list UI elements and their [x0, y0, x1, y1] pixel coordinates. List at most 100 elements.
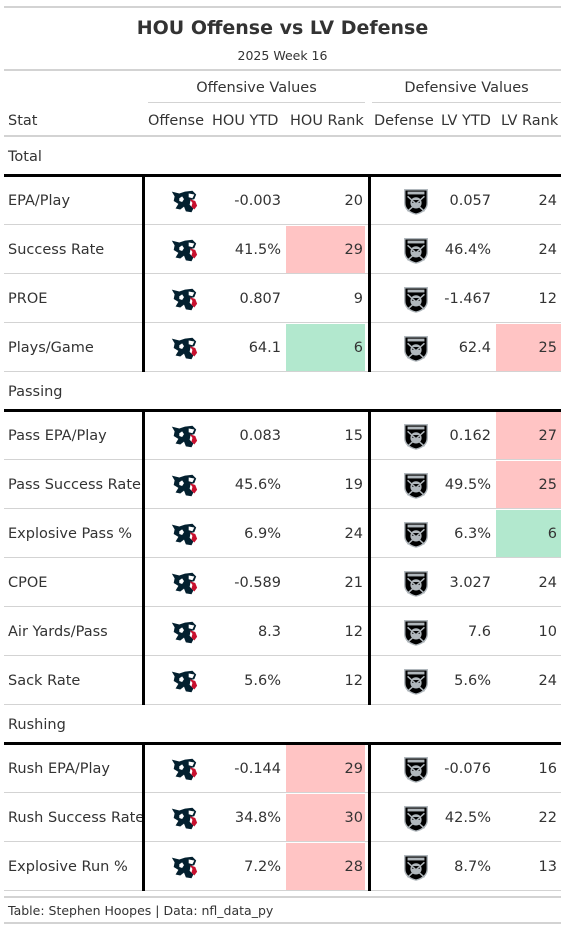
lv-rank-cell: 25	[538, 477, 557, 493]
texans-logo-icon	[169, 617, 199, 647]
hou-ytd-cell: 45.6%	[234, 477, 281, 493]
lv-ytd-cell: 7.6	[467, 624, 491, 640]
offense-spanner-label: Offensive Values	[196, 80, 317, 96]
hou-ytd-cell: 8.3	[257, 624, 281, 640]
row-divider	[4, 606, 561, 607]
col-header-lv-rank: LV Rank	[501, 113, 559, 129]
stat-name-cell: Pass EPA/Play	[8, 428, 107, 444]
raiders-logo-icon	[401, 803, 431, 833]
texans-logo-icon	[169, 568, 199, 598]
hou-rank-cell: 24	[344, 526, 363, 542]
hou-ytd-cell: 5.6%	[244, 673, 281, 689]
hou-rank-cell: 6	[353, 340, 363, 356]
hou-rank-cell: 29	[344, 761, 363, 777]
stat-name-cell: Pass Success Rate	[8, 477, 141, 493]
raiders-logo-icon	[401, 666, 431, 696]
hou-ytd-cell: 64.1	[248, 340, 281, 356]
hou-rank-cell: 12	[344, 673, 363, 689]
lv-rank-cell: 13	[538, 859, 557, 875]
lv-rank-highlight	[496, 461, 561, 509]
stat-name-cell: Success Rate	[8, 242, 105, 258]
stat-name-cell: Plays/Game	[8, 340, 94, 356]
hou-rank-highlight	[286, 745, 365, 793]
lv-rank-cell: 10	[538, 624, 557, 640]
defense-column-divider	[368, 176, 371, 372]
column-header-rule	[4, 135, 561, 137]
raiders-logo-icon	[401, 235, 431, 265]
hou-rank-cell: 28	[344, 859, 363, 875]
stat-name-cell: Rush EPA/Play	[8, 761, 110, 777]
hou-ytd-cell: 0.083	[239, 428, 281, 444]
lv-ytd-cell: 42.5%	[444, 810, 491, 826]
row-group-label: Rushing	[8, 717, 66, 733]
hou-rank-cell: 20	[344, 193, 363, 209]
texans-logo-icon	[169, 284, 199, 314]
hou-rank-highlight	[286, 794, 365, 842]
row-divider	[4, 273, 561, 274]
hou-rank-cell: 30	[344, 810, 363, 826]
lv-rank-cell: 12	[538, 291, 557, 307]
texans-logo-icon	[169, 754, 199, 784]
lv-ytd-cell: 49.5%	[444, 477, 491, 493]
row-divider	[4, 841, 561, 842]
row-divider	[4, 792, 561, 793]
hou-ytd-cell: -0.589	[234, 575, 281, 591]
hou-ytd-cell: 34.8%	[234, 810, 281, 826]
stat-name-cell: Explosive Pass %	[8, 526, 133, 542]
lv-rank-cell: 22	[538, 810, 557, 826]
offense-column-divider	[142, 744, 145, 891]
hou-rank-cell: 19	[344, 477, 363, 493]
table-title: HOU Offense vs LV Defense	[136, 17, 429, 39]
source-note: Table: Stephen Hoopes | Data: nfl_data_p…	[8, 903, 274, 918]
row-divider	[4, 371, 561, 372]
lv-rank-cell: 25	[538, 340, 557, 356]
raiders-logo-icon	[401, 421, 431, 451]
group-divider-rule	[4, 742, 561, 745]
hou-rank-cell: 12	[344, 624, 363, 640]
stat-name-cell: Explosive Run %	[8, 859, 128, 875]
hou-ytd-cell: 41.5%	[234, 242, 281, 258]
raiders-logo-icon	[401, 333, 431, 363]
stat-name-cell: Sack Rate	[8, 673, 81, 689]
raiders-logo-icon	[401, 617, 431, 647]
header-rule	[4, 69, 561, 71]
lv-ytd-cell: -1.467	[444, 291, 491, 307]
row-divider	[4, 322, 561, 323]
col-header-offense: Offense	[148, 113, 204, 129]
defense-column-divider	[368, 744, 371, 891]
row-divider	[4, 508, 561, 509]
top-rule	[4, 6, 561, 8]
raiders-logo-icon	[401, 852, 431, 882]
row-divider	[4, 655, 561, 656]
row-group-label: Passing	[8, 384, 63, 400]
lv-rank-cell: 27	[538, 428, 557, 444]
hou-rank-highlight	[286, 226, 365, 274]
hou-rank-highlight	[286, 324, 365, 372]
texans-logo-icon	[169, 519, 199, 549]
stat-name-cell: PROE	[8, 291, 48, 307]
lv-rank-cell: 24	[538, 673, 557, 689]
stat-name-cell: Air Yards/Pass	[8, 624, 108, 640]
lv-ytd-cell: 3.027	[449, 575, 491, 591]
offense-column-divider	[142, 411, 145, 705]
raiders-logo-icon	[401, 284, 431, 314]
lv-rank-highlight	[496, 324, 561, 372]
footer-rule	[4, 896, 561, 898]
texans-logo-icon	[169, 803, 199, 833]
lv-rank-highlight	[496, 412, 561, 460]
lv-ytd-cell: 0.162	[449, 428, 491, 444]
hou-ytd-cell: 6.9%	[244, 526, 281, 542]
lv-ytd-cell: 5.6%	[454, 673, 491, 689]
hou-ytd-cell: 0.807	[239, 291, 281, 307]
texans-logo-icon	[169, 470, 199, 500]
lv-rank-highlight	[496, 510, 561, 558]
hou-rank-cell: 9	[353, 291, 363, 307]
raiders-logo-icon	[401, 519, 431, 549]
lv-ytd-cell: 8.7%	[454, 859, 491, 875]
hou-ytd-cell: -0.144	[234, 761, 281, 777]
defense-spanner-rule	[372, 102, 561, 103]
stat-name-cell: CPOE	[8, 575, 48, 591]
lv-rank-cell: 24	[538, 242, 557, 258]
raiders-logo-icon	[401, 186, 431, 216]
hou-rank-highlight	[286, 843, 365, 891]
